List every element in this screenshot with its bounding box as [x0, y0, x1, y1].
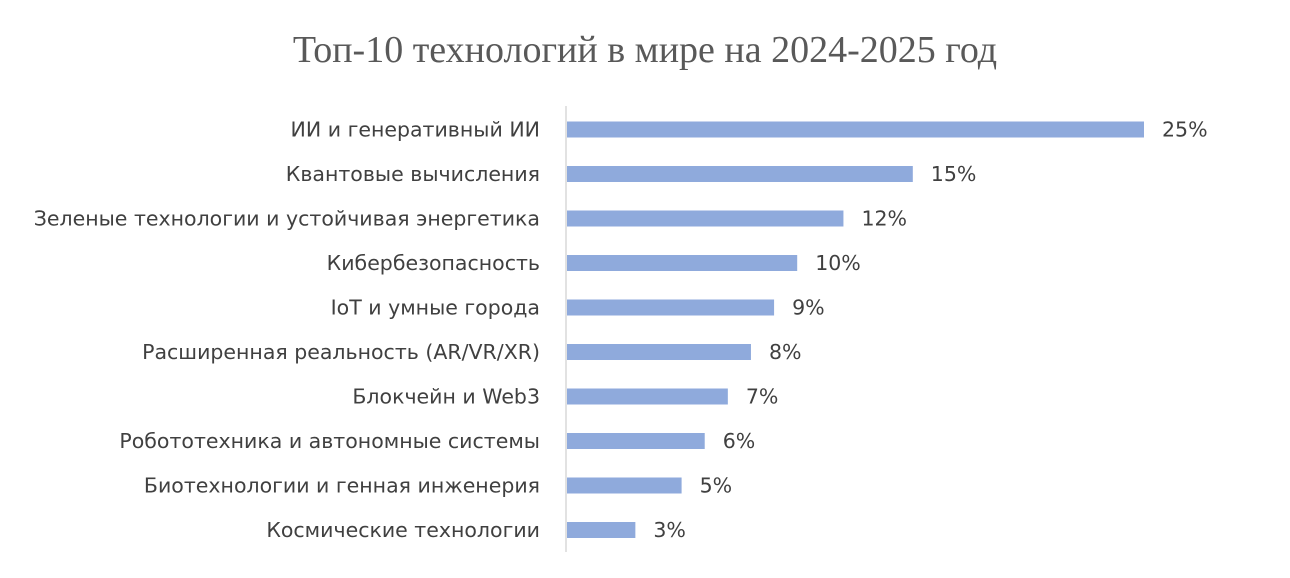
bar — [567, 210, 844, 227]
bar — [567, 166, 913, 182]
category-label: Зеленые технологии и устойчивая энергети… — [34, 207, 540, 231]
bar — [567, 477, 682, 494]
category-label: Робототехника и автономные системы — [119, 429, 540, 453]
category-label: Биотехнологии и генная инженерия — [144, 474, 540, 498]
bar — [567, 433, 705, 449]
category-label: Квантовые вычисления — [286, 162, 540, 186]
category-label: Кибербезопасность — [327, 251, 540, 275]
data-label: 15% — [931, 162, 977, 186]
category-label: Блокчейн и Web3 — [352, 385, 540, 409]
category-label: IoT и умные города — [331, 296, 540, 320]
data-label: 25% — [1162, 118, 1208, 142]
bars-group — [567, 121, 1144, 538]
data-label: 6% — [723, 429, 756, 453]
data-label: 7% — [746, 385, 779, 409]
category-label: ИИ и генеративный ИИ — [291, 118, 540, 142]
bar — [567, 299, 775, 316]
bar — [567, 522, 636, 538]
data-label: 9% — [792, 296, 825, 320]
bar — [567, 121, 1144, 138]
data-label: 3% — [653, 518, 686, 542]
data-label: 12% — [861, 207, 907, 231]
bar — [567, 255, 798, 271]
category-label: Космические технологии — [266, 518, 540, 542]
data-label: 10% — [815, 251, 861, 275]
category-labels-group: ИИ и генеративный ИИ Квантовые вычисления… — [34, 118, 540, 543]
bar — [567, 344, 751, 360]
chart-title: Топ-10 технологий в мире на 2024-2025 го… — [293, 29, 997, 71]
data-label: 8% — [769, 340, 802, 364]
bar — [567, 388, 728, 405]
category-label: Расширенная реальность (AR/VR/XR) — [142, 340, 540, 364]
data-label: 5% — [700, 474, 733, 498]
value-labels-group: 25% 15% 12%10% 9% 8% 7% 6% 5% 3% — [653, 118, 1207, 543]
